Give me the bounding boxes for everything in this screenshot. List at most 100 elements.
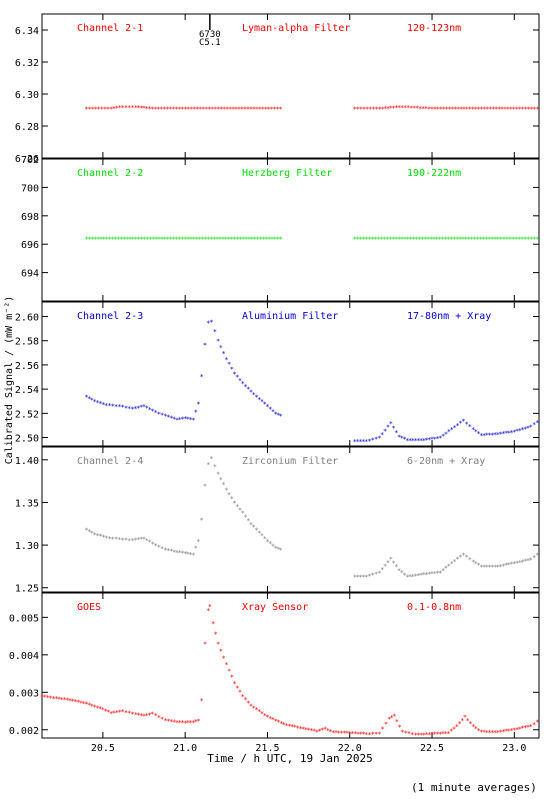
- data-point: *: [463, 714, 467, 722]
- data-point: *: [416, 572, 420, 580]
- data-point: *: [413, 572, 417, 580]
- data-point: *: [93, 236, 97, 244]
- panel-frame: [41, 158, 540, 302]
- data-point: *: [274, 410, 278, 418]
- data-point: *: [402, 436, 406, 444]
- data-point: *: [219, 647, 223, 655]
- data-point: *: [136, 712, 140, 720]
- data-point: *: [274, 545, 278, 553]
- panel-subtitle: Xray Sensor: [242, 602, 308, 613]
- data-point: *: [157, 544, 161, 552]
- y-tick-label: 2.58: [15, 337, 39, 348]
- data-point: *: [447, 105, 451, 113]
- data-point: *: [110, 236, 114, 244]
- data-point: *: [151, 408, 155, 416]
- data-point: *: [405, 437, 409, 445]
- data-point: *: [441, 567, 445, 575]
- data-point: *: [148, 406, 152, 414]
- data-point: *: [98, 400, 102, 408]
- data-point: *: [367, 236, 371, 244]
- data-point: *: [183, 415, 187, 423]
- data-point: *: [532, 105, 536, 113]
- data-point: *: [134, 236, 138, 244]
- data-point: *: [509, 429, 513, 437]
- data-point: *: [114, 536, 118, 544]
- data-point: *: [447, 562, 451, 570]
- data-point: *: [494, 105, 498, 113]
- data-point: *: [238, 377, 242, 385]
- data-point: *: [137, 236, 141, 244]
- data-point: *: [163, 236, 167, 244]
- data-point: *: [371, 436, 375, 444]
- data-point: *: [374, 105, 378, 113]
- data-point: *: [326, 727, 330, 735]
- data-point: *: [504, 430, 508, 438]
- data-point: *: [429, 236, 433, 244]
- data-point: *: [523, 558, 527, 566]
- data-point: *: [189, 719, 193, 727]
- data-point: *: [189, 416, 193, 424]
- data-point: *: [249, 389, 253, 397]
- data-point: *: [394, 429, 398, 437]
- data-point: *: [400, 729, 404, 737]
- data-point: *: [515, 105, 519, 113]
- data-point: *: [458, 236, 462, 244]
- data-point: *: [523, 236, 527, 244]
- data-point: *: [235, 503, 239, 511]
- data-point: *: [479, 105, 483, 113]
- data-point: *: [191, 719, 195, 727]
- panel-frame: [41, 592, 540, 739]
- data-point: *: [461, 551, 465, 559]
- data-point: *: [221, 236, 225, 244]
- data-point: *: [270, 236, 274, 244]
- data-point: *: [224, 356, 228, 364]
- data-point: *: [213, 105, 217, 113]
- data-point: *: [535, 419, 539, 427]
- data-point: *: [518, 559, 522, 567]
- y-tick-label: 6.34: [15, 26, 39, 37]
- data-point: *: [49, 694, 53, 702]
- data-point: *: [433, 435, 437, 443]
- data-point: *: [243, 383, 247, 391]
- data-point: *: [57, 696, 61, 704]
- data-point: *: [397, 567, 401, 575]
- panel-1: 6.26 6.28 6.30 6.32 6.34 Channel 2-1 Lyman-alp…: [15, 13, 540, 165]
- panel-subtitle: Zirconium Filter: [242, 456, 338, 467]
- data-point: *: [391, 236, 395, 244]
- data-point: *: [243, 696, 247, 704]
- data-point: *: [177, 236, 181, 244]
- data-point: *: [228, 105, 232, 113]
- data-point: *: [213, 463, 217, 471]
- data-point: *: [93, 703, 97, 711]
- data-point: *: [160, 545, 164, 553]
- data-point: *: [482, 432, 486, 440]
- data-point: *: [282, 721, 286, 729]
- data-point: *: [257, 529, 261, 537]
- data-point: *: [521, 105, 525, 113]
- data-point: *: [470, 236, 474, 244]
- data-point: *: [136, 536, 140, 544]
- data-point: *: [151, 540, 155, 548]
- data-point: *: [426, 236, 430, 244]
- data-point: *: [206, 320, 210, 328]
- data-point: *: [189, 105, 193, 113]
- y-tick-label: 702: [21, 155, 39, 166]
- data-point: *: [206, 236, 210, 244]
- data-point: *: [263, 401, 267, 409]
- data-point: *: [356, 236, 360, 244]
- data-point: *: [107, 402, 111, 410]
- y-tick-label: 6.28: [15, 122, 39, 133]
- data-point: *: [227, 361, 231, 369]
- data-point: *: [507, 561, 511, 569]
- data-point: *: [255, 236, 259, 244]
- data-point: *: [109, 105, 113, 113]
- data-point: *: [198, 105, 202, 113]
- panels-group: 6.26 6.28 6.30 6.32 6.34 Channel 2-1 Lyman-alp…: [9, 13, 540, 754]
- data-point: *: [241, 236, 245, 244]
- data-point: *: [171, 236, 175, 244]
- data-point: *: [361, 438, 365, 446]
- data-point: *: [127, 710, 131, 718]
- data-point: *: [96, 236, 100, 244]
- data-point: *: [446, 730, 450, 738]
- data-point: *: [62, 696, 66, 704]
